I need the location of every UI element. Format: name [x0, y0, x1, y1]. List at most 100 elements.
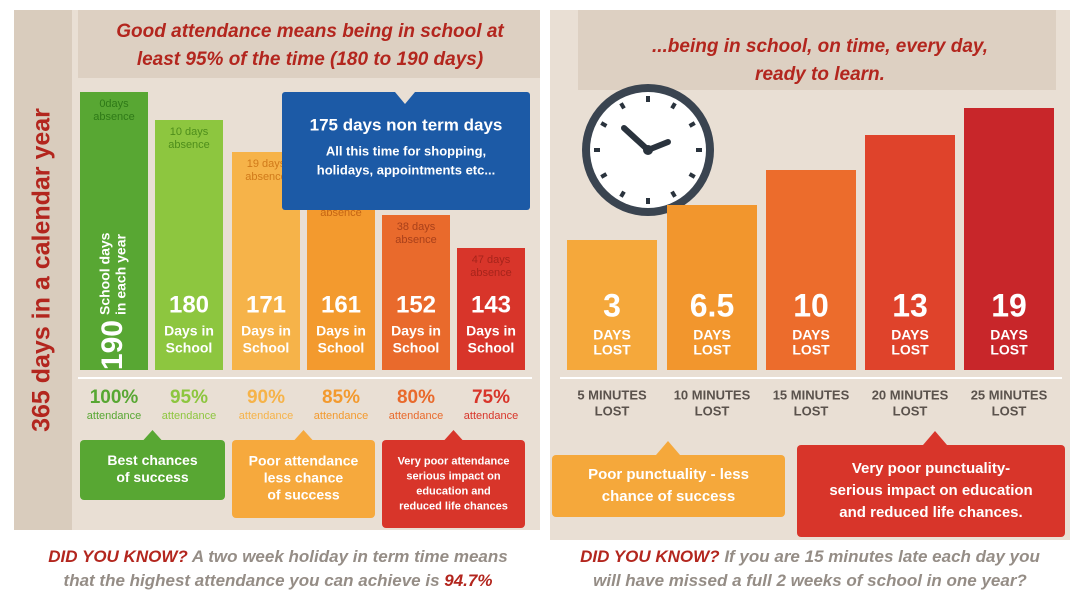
attendance-pct: 75%	[472, 387, 510, 408]
day-bar	[457, 248, 525, 370]
absence-label: 19 days	[247, 158, 286, 170]
days-number: 161	[321, 291, 361, 318]
note-text: serious impact on	[406, 470, 500, 482]
minutes-label: 15 MINUTES	[773, 387, 850, 402]
days-label: in each year	[113, 234, 129, 315]
days-number: 190	[96, 320, 129, 370]
note-pointer	[294, 430, 313, 440]
note-text: Poor punctuality - less	[588, 466, 749, 483]
note-pointer	[923, 431, 947, 445]
lost-unit: LOST	[990, 342, 1028, 358]
attendance-pct: 90%	[247, 387, 285, 408]
left-title: least 95% of the time (180 to 190 days)	[137, 49, 483, 70]
note-text: of success	[267, 487, 340, 503]
note-box	[797, 445, 1065, 537]
absence-label: 38 days	[397, 221, 436, 233]
dyk-text: A two week holiday in term time means	[191, 547, 508, 566]
note-text: reduced life chances	[399, 500, 508, 512]
did-you-know: will have missed a full 2 weeks of schoo…	[593, 571, 1027, 590]
right-title-band	[578, 10, 1056, 90]
callout-text: All this time for shopping,	[326, 143, 486, 158]
clock-icon	[582, 84, 714, 216]
right-title: ready to learn.	[755, 64, 885, 85]
note-text: of success	[116, 469, 189, 485]
minutes-label: LOST	[695, 403, 730, 418]
note-box	[552, 455, 785, 517]
side-strip	[14, 10, 72, 530]
clock-tick	[670, 102, 677, 110]
lost-number: 3	[603, 287, 621, 323]
did-you-know: that the highest attendance you can achi…	[64, 571, 493, 590]
minutes-label: LOST	[893, 403, 928, 418]
day-bar	[155, 120, 223, 370]
dyk-highlight: 94.7%	[444, 571, 492, 590]
minutes-label: 5 MINUTES	[577, 387, 647, 402]
days-label: Days in	[241, 323, 291, 339]
absence-label: absence	[395, 234, 437, 246]
minutes-label: LOST	[794, 403, 829, 418]
note-pointer	[444, 430, 463, 440]
clock-tick	[619, 190, 626, 198]
lost-number: 10	[793, 287, 829, 323]
lost-unit: DAYS	[891, 327, 929, 343]
day-bar	[307, 188, 375, 370]
note-text: and reduced life chances.	[839, 504, 1022, 521]
attendance-label: attendance	[162, 410, 216, 422]
callout-pointer	[395, 92, 415, 104]
attendance-pct: 100%	[90, 387, 139, 408]
note-pointer	[143, 430, 162, 440]
clock-tick	[688, 172, 696, 179]
dyk-lead: DID YOU KNOW?	[580, 547, 720, 566]
lost-number: 19	[991, 287, 1027, 323]
attendance-label: attendance	[314, 410, 368, 422]
attendance-pct: 95%	[170, 387, 208, 408]
lost-bar	[567, 240, 657, 370]
note-box	[232, 440, 375, 518]
lost-unit: DAYS	[990, 327, 1028, 343]
days-number: 180	[169, 291, 209, 318]
days-label: Days in	[466, 323, 516, 339]
note-text: serious impact on education	[829, 482, 1032, 499]
day-bar	[382, 215, 450, 370]
days-number: 171	[246, 291, 286, 318]
lost-unit: DAYS	[593, 327, 631, 343]
clock-tick	[600, 121, 608, 128]
days-number: 152	[396, 291, 436, 318]
did-you-know: DID YOU KNOW? A two week holiday in term…	[48, 547, 507, 566]
callout-title: 175 days non term days	[310, 115, 503, 134]
lost-unit: LOST	[891, 342, 929, 358]
lost-unit: LOST	[593, 342, 631, 358]
minutes-label: LOST	[595, 403, 630, 418]
right-title: ...being in school, on time, every day,	[652, 36, 988, 57]
clock-tick	[600, 172, 608, 179]
rotated-label: 190 School days in each year	[96, 232, 129, 370]
minutes-label: 20 MINUTES	[872, 387, 949, 402]
side-label: 365 days in a calendar year	[28, 108, 56, 432]
absence-label: absence	[168, 139, 210, 151]
lost-bar	[964, 108, 1054, 370]
days-label: Days in	[164, 323, 214, 339]
minutes-label: 25 MINUTES	[971, 387, 1048, 402]
note-box	[382, 440, 525, 528]
days-label: Days in	[391, 323, 441, 339]
left-title: Good attendance means being in school at	[116, 21, 504, 42]
days-label: School	[166, 340, 213, 356]
note-box	[80, 440, 225, 500]
dyk-text: that the highest attendance you can achi…	[64, 571, 440, 590]
absence-label: 0days	[99, 98, 129, 110]
absence-label: absence	[93, 111, 135, 123]
did-you-know: DID YOU KNOW? If you are 15 minutes late…	[580, 547, 1040, 566]
days-label: School	[393, 340, 440, 356]
absence-label: 47 days	[472, 254, 511, 266]
note-pointer	[656, 441, 680, 455]
day-bar	[80, 92, 148, 370]
note-text: Best chances	[107, 452, 197, 468]
callout-box	[282, 92, 530, 210]
minutes-label: LOST	[992, 403, 1027, 418]
note-text: Very poor punctuality-	[852, 460, 1010, 477]
lost-unit: LOST	[792, 342, 830, 358]
lost-unit: LOST	[693, 342, 731, 358]
attendance-label: attendance	[464, 410, 518, 422]
note-text: less chance	[264, 470, 344, 486]
